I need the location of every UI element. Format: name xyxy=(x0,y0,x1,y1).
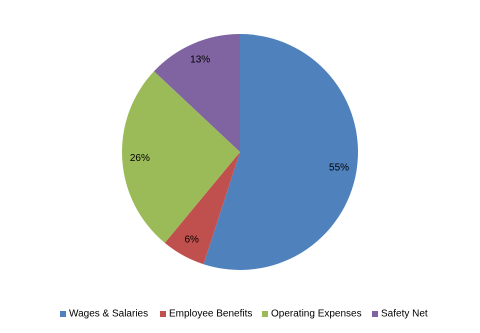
slice-label: 26% xyxy=(130,153,150,164)
pie-slice xyxy=(203,34,358,270)
pie-slice xyxy=(153,34,240,152)
legend-swatch xyxy=(262,311,268,317)
legend-label: Safety Net xyxy=(381,309,428,320)
slice-label: 55% xyxy=(329,162,349,173)
pie-slice xyxy=(122,71,240,243)
legend-swatch xyxy=(372,311,378,317)
legend-swatch xyxy=(60,311,66,317)
slice-label: 6% xyxy=(184,235,199,246)
legend-label: Operating Expenses xyxy=(271,309,362,320)
slice-label: 13% xyxy=(190,55,210,66)
legend-label: Employee Benefits xyxy=(169,309,252,320)
pie-slice xyxy=(164,152,240,265)
legend-swatch xyxy=(160,311,166,317)
legend-label: Wages & Salaries xyxy=(69,309,148,320)
